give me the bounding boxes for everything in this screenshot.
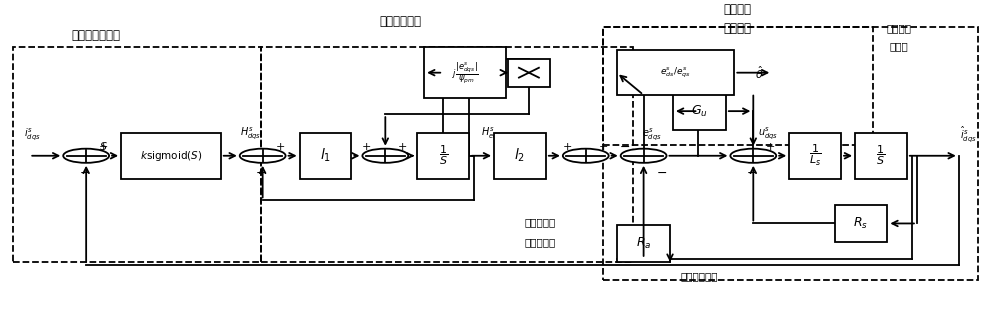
- Text: $-$: $-$: [746, 166, 757, 179]
- Text: $+$: $+$: [598, 141, 608, 152]
- Circle shape: [563, 149, 609, 163]
- Text: $S$: $S$: [99, 140, 108, 152]
- Text: $l_1$: $l_1$: [320, 147, 331, 165]
- Text: 状态反馈增益: 状态反馈增益: [681, 272, 718, 281]
- Text: $R_s$: $R_s$: [853, 216, 869, 231]
- FancyBboxPatch shape: [494, 133, 546, 179]
- FancyBboxPatch shape: [121, 133, 221, 179]
- Circle shape: [362, 149, 408, 163]
- Text: $\dfrac{1}{S}$: $\dfrac{1}{S}$: [439, 144, 448, 168]
- FancyBboxPatch shape: [789, 133, 841, 179]
- Text: 反电势观测器: 反电势观测器: [379, 16, 421, 28]
- Circle shape: [730, 149, 776, 163]
- Text: $k$sigmoid$(S)$: $k$sigmoid$(S)$: [140, 149, 202, 163]
- Text: $+$: $+$: [275, 141, 285, 152]
- Text: 观测器: 观测器: [890, 42, 908, 52]
- FancyBboxPatch shape: [508, 59, 550, 86]
- Text: $H^s_{edqs}$: $H^s_{edqs}$: [481, 125, 507, 141]
- Text: $-$: $-$: [255, 166, 266, 179]
- Text: $\dfrac{1}{L_s}$: $\dfrac{1}{L_s}$: [809, 143, 821, 168]
- Text: 反电势增益: 反电势增益: [524, 217, 556, 227]
- Text: $R_a$: $R_a$: [636, 236, 651, 251]
- FancyBboxPatch shape: [617, 225, 670, 262]
- FancyBboxPatch shape: [617, 50, 734, 95]
- Circle shape: [63, 149, 109, 163]
- Text: $-$: $-$: [79, 166, 90, 179]
- Text: $\dfrac{1}{S}$: $\dfrac{1}{S}$: [876, 144, 885, 168]
- FancyBboxPatch shape: [835, 205, 887, 242]
- Text: 电流状态观测器: 电流状态观测器: [72, 29, 121, 42]
- Text: $-$: $-$: [619, 140, 630, 153]
- Text: $+$: $+$: [397, 141, 407, 152]
- FancyBboxPatch shape: [855, 133, 907, 179]
- FancyBboxPatch shape: [417, 133, 469, 179]
- Text: 转子位置: 转子位置: [723, 3, 751, 16]
- FancyBboxPatch shape: [300, 133, 351, 179]
- Text: $+$: $+$: [98, 141, 108, 152]
- Text: $H^s_{dqs}$: $H^s_{dqs}$: [240, 125, 261, 141]
- Text: 估算模块: 估算模块: [723, 21, 751, 35]
- FancyBboxPatch shape: [673, 93, 726, 130]
- Text: $u^s_{dqs}$: $u^s_{dqs}$: [758, 125, 778, 141]
- Text: $G_u$: $G_u$: [691, 104, 708, 119]
- Text: $e^s_{dqs}$: $e^s_{dqs}$: [642, 126, 662, 142]
- Text: $\hat{i}^{\,s}_{dqs}$: $\hat{i}^{\,s}_{dqs}$: [960, 124, 977, 144]
- Text: $+$: $+$: [562, 141, 572, 152]
- Text: $l_2$: $l_2$: [514, 147, 525, 165]
- Text: $\hat{\theta}$: $\hat{\theta}$: [755, 64, 764, 81]
- Text: $+$: $+$: [361, 141, 371, 152]
- Circle shape: [621, 149, 667, 163]
- Circle shape: [240, 149, 286, 163]
- Text: $j\dfrac{|e^s_{dqs}|}{\psi_{pm}}$: $j\dfrac{|e^s_{dqs}|}{\psi_{pm}}$: [452, 60, 479, 85]
- Text: $-$: $-$: [656, 166, 667, 179]
- Text: 干扰解耦: 干扰解耦: [886, 23, 911, 33]
- FancyBboxPatch shape: [424, 47, 506, 98]
- Text: 系数自适应: 系数自适应: [524, 237, 556, 247]
- Text: $i^{s}_{dqs}$: $i^{s}_{dqs}$: [24, 126, 41, 142]
- Text: $+$: $+$: [765, 141, 775, 152]
- Text: $e^s_{ds}/e^s_{qs}$: $e^s_{ds}/e^s_{qs}$: [660, 66, 691, 80]
